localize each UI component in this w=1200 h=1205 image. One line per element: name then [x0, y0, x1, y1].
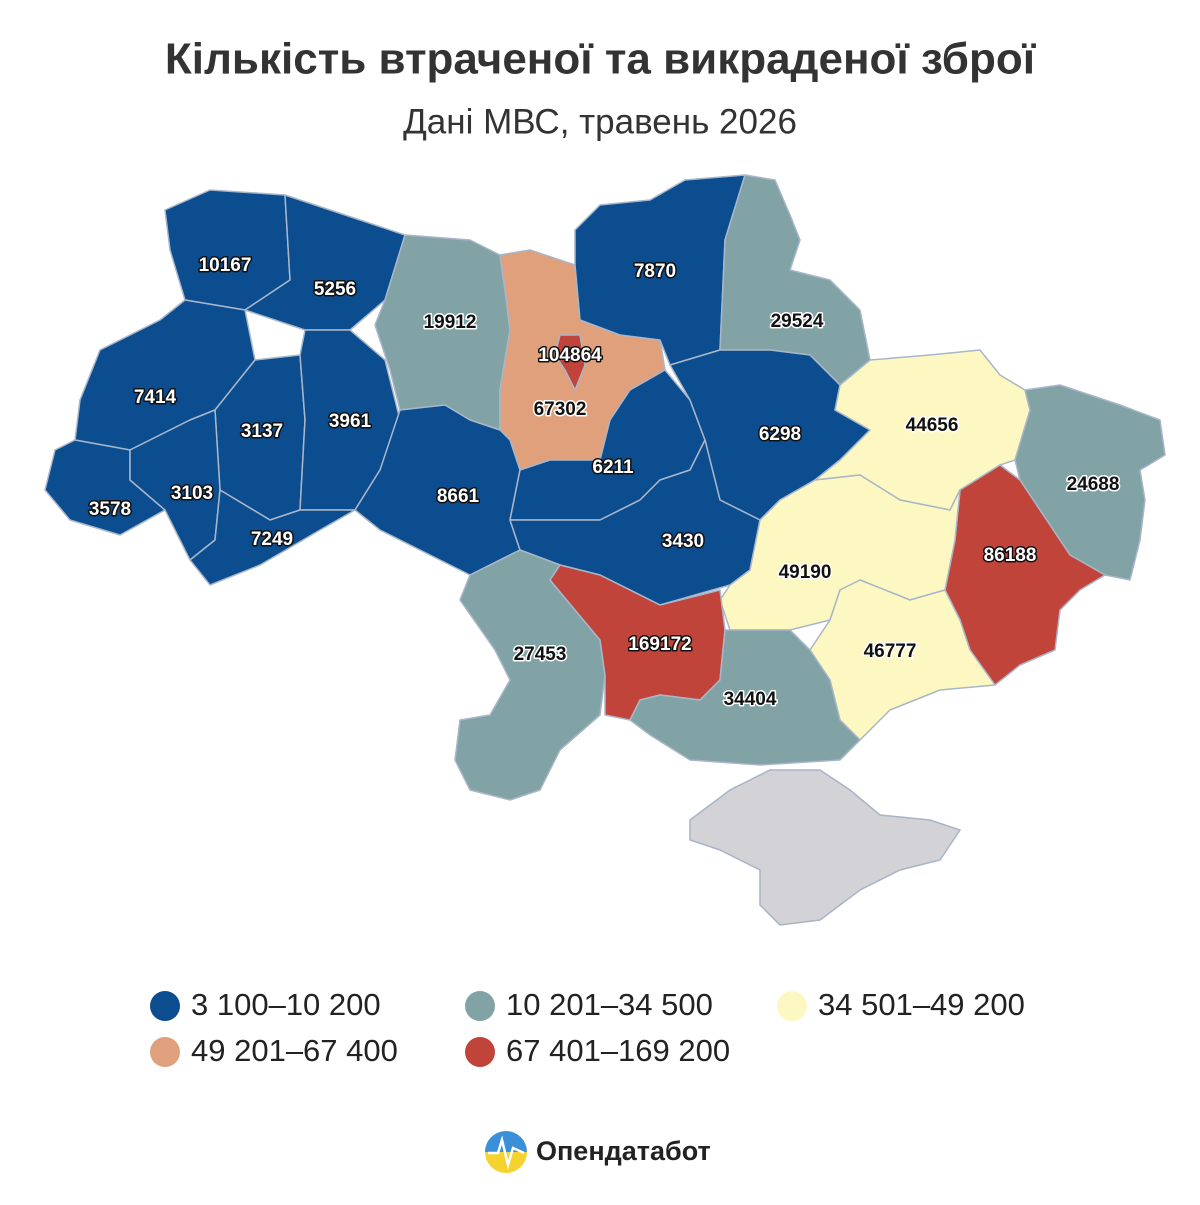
legend-label: 34 501–49 200 — [818, 987, 1025, 1022]
region-value: 46777 — [864, 641, 917, 662]
region-value: 7249 — [251, 529, 293, 550]
region — [1014, 384, 1166, 581]
region-value: 104864 — [538, 345, 602, 366]
region-value: 3961 — [329, 411, 372, 432]
region-value: 6211 — [592, 457, 634, 478]
legend-label: 10 201–34 500 — [506, 987, 713, 1022]
region-value: 169172 — [628, 634, 691, 655]
title: Кількість втраченої та викраденої зброї — [165, 35, 1037, 84]
legend-label: 3 100–10 200 — [191, 987, 381, 1022]
legend-swatch — [150, 991, 180, 1021]
legend-swatch — [150, 1037, 180, 1067]
region-value: 7870 — [634, 261, 676, 282]
legend-swatch — [465, 991, 495, 1021]
region — [629, 629, 861, 766]
region-value: 67302 — [534, 399, 587, 420]
legend: 3 100–10 200 10 201–34 500 34 501–49 200 49… — [150, 987, 1025, 1068]
region-value: 29524 — [771, 311, 824, 332]
labels: 10167 5256 7414 3137 3961 3578 3103 7249 19912 67… — [87, 254, 1121, 712]
region-value: 8661 — [437, 486, 480, 507]
region-value: 5256 — [314, 279, 356, 300]
subtitle: Дані МВС, травень 2026 — [403, 102, 797, 141]
region-value: 7414 — [134, 387, 177, 408]
region-value: 3430 — [662, 531, 704, 552]
region — [189, 489, 356, 586]
region-value: 86188 — [984, 545, 1037, 566]
region-value: 34404 — [724, 689, 777, 710]
region-value: 6298 — [759, 424, 801, 445]
region-value: 44656 — [906, 415, 959, 436]
region-value: 49190 — [779, 562, 832, 583]
regions — [44, 174, 1166, 801]
legend-swatch — [777, 991, 807, 1021]
brand-logo-pulse — [488, 1135, 525, 1170]
region-value: 24688 — [1067, 474, 1120, 495]
brand: Опендатабот — [536, 1136, 711, 1166]
crimea — [689, 769, 962, 926]
region-value: 3137 — [241, 421, 283, 442]
region-value: 3578 — [89, 499, 131, 520]
legend-label: 67 401–169 200 — [506, 1033, 730, 1068]
region-value: 10167 — [199, 255, 252, 276]
legend-swatch — [465, 1037, 495, 1067]
legend-label: 49 201–67 400 — [191, 1033, 398, 1068]
region-value: 3103 — [171, 483, 213, 504]
region-value: 19912 — [424, 312, 477, 333]
region-value: 27453 — [514, 644, 567, 665]
region — [554, 334, 586, 391]
